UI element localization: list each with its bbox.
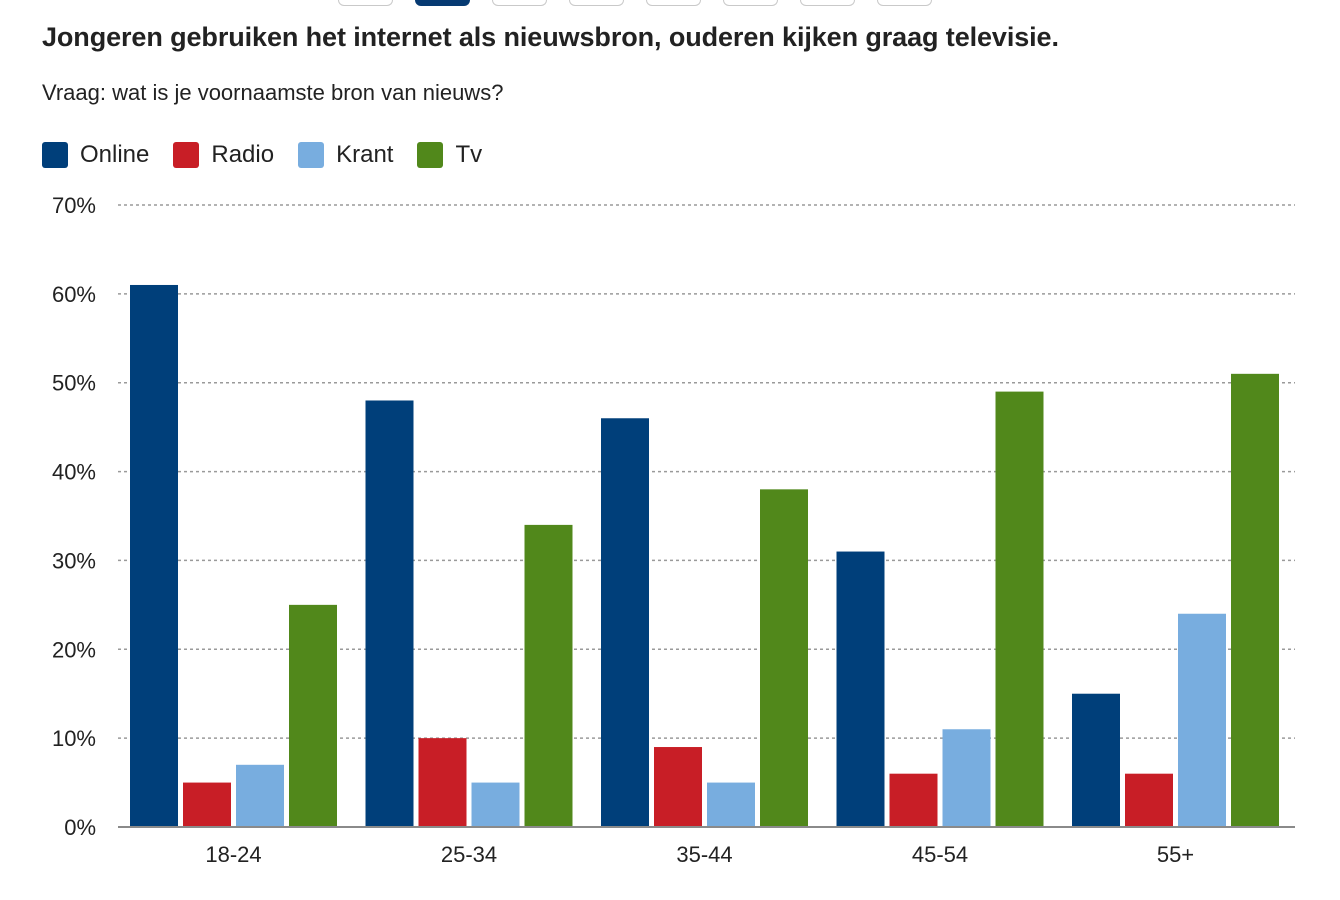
x-tick-label: 35-44 bbox=[676, 842, 732, 867]
y-tick-label: 70% bbox=[52, 193, 96, 218]
y-tick-label: 10% bbox=[52, 726, 96, 751]
bar-krant-35-44[interactable] bbox=[707, 782, 755, 827]
bar-online-35-44[interactable] bbox=[601, 418, 649, 827]
bar-tv-25-34[interactable] bbox=[524, 524, 573, 827]
legend-swatch bbox=[42, 142, 68, 168]
bar-online-45-54[interactable] bbox=[836, 551, 885, 827]
y-tick-label: 40% bbox=[52, 460, 96, 485]
legend-item-radio[interactable]: Radio bbox=[173, 141, 274, 169]
legend-item-krant[interactable]: Krant bbox=[298, 141, 393, 169]
legend-label: Radio bbox=[211, 141, 275, 168]
legend-swatch bbox=[298, 142, 325, 168]
legend-swatch bbox=[417, 142, 444, 168]
legend-label: Tv bbox=[455, 141, 483, 168]
legend-label: Krant bbox=[336, 141, 394, 168]
bar-tv-55+[interactable] bbox=[1231, 373, 1279, 827]
bar-krant-55+[interactable] bbox=[1178, 613, 1226, 827]
bar-krant-18-24[interactable] bbox=[236, 764, 284, 827]
bar-radio-45-54[interactable] bbox=[889, 773, 938, 827]
legend-item-tv[interactable]: Tv bbox=[417, 141, 482, 169]
legend-swatch bbox=[173, 142, 200, 168]
y-tick-label: 60% bbox=[52, 282, 96, 307]
bar-radio-35-44[interactable] bbox=[654, 747, 702, 827]
bar-online-18-24[interactable] bbox=[130, 284, 178, 827]
y-tick-label: 30% bbox=[52, 548, 96, 573]
y-tick-label: 50% bbox=[52, 371, 96, 396]
bar-tv-45-54[interactable] bbox=[995, 391, 1044, 827]
bar-tv-18-24[interactable] bbox=[289, 604, 337, 827]
x-tick-label: 55+ bbox=[1157, 842, 1194, 867]
legend-item-online[interactable]: Online bbox=[42, 141, 149, 169]
legend-label: Online bbox=[80, 141, 150, 168]
chart-subtitle: Vraag: wat is je voornaamste bron van ni… bbox=[42, 80, 504, 105]
bar-krant-45-54[interactable] bbox=[942, 729, 991, 827]
bar-online-55+[interactable] bbox=[1072, 693, 1120, 827]
bar-radio-25-34[interactable] bbox=[418, 738, 467, 827]
bar-tv-35-44[interactable] bbox=[760, 489, 808, 827]
bar-online-25-34[interactable] bbox=[365, 400, 414, 827]
x-tick-label: 25-34 bbox=[441, 842, 497, 867]
bar-radio-55+[interactable] bbox=[1125, 773, 1173, 827]
legend: Online Radio Krant Tv bbox=[42, 141, 506, 169]
y-tick-label: 0% bbox=[64, 815, 96, 840]
x-tick-label: 18-24 bbox=[205, 842, 261, 867]
bar-radio-18-24[interactable] bbox=[183, 782, 231, 827]
chart-tab-bar bbox=[338, 0, 932, 6]
y-tick-label: 20% bbox=[52, 637, 96, 662]
x-tick-label: 45-54 bbox=[912, 842, 968, 867]
bar-krant-25-34[interactable] bbox=[471, 782, 520, 827]
chart-title: Jongeren gebruiken het internet als nieu… bbox=[42, 22, 1059, 52]
